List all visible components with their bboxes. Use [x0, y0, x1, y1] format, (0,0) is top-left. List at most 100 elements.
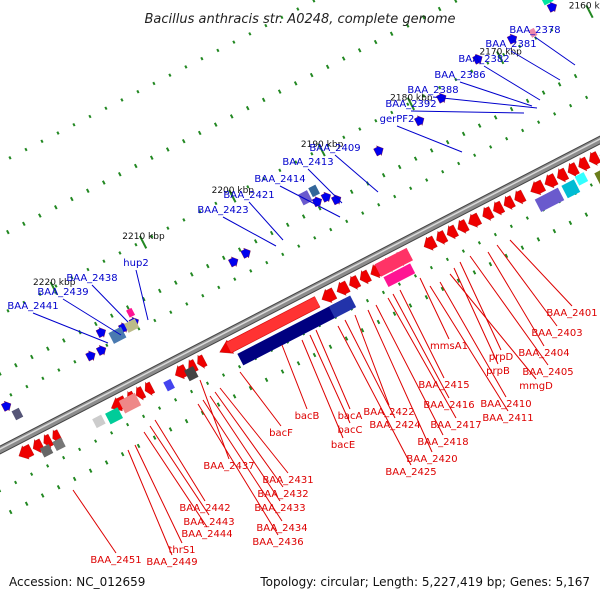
forward-gene-label-10: BAA_2421 — [223, 190, 274, 201]
reverse-leader-11 — [392, 293, 450, 399]
reverse-leader-0 — [509, 239, 573, 307]
feature-block-l — [561, 179, 581, 199]
feature-block-f — [92, 414, 106, 429]
reverse-gene-label-12: BAA_2417 — [430, 420, 481, 431]
reverse-leader-26 — [209, 395, 281, 502]
feature-block-g — [163, 378, 175, 392]
reverse-gene-label-9: BAA_2411 — [482, 413, 533, 424]
backbone-highlight — [0, 138, 600, 450]
forward-leader-9 — [279, 185, 341, 218]
forward-gene-label-15: BAA_2441 — [7, 301, 58, 312]
reverse-leader-34 — [72, 489, 117, 554]
forward-gene-glyph-9 — [373, 145, 384, 157]
reverse-gene-label-6: mmgD — [519, 381, 553, 392]
reverse-leader-17 — [337, 325, 412, 466]
reverse-gene-label-5: prpB — [486, 366, 510, 377]
forward-gene-label-5: BAA_2392 — [385, 99, 436, 110]
forward-leader-1 — [510, 50, 561, 81]
reverse-gene-label-16: BAA_2424 — [369, 420, 420, 431]
reverse-gene-glyph-19 — [423, 235, 438, 251]
forward-gene-label-11: BAA_2423 — [197, 205, 248, 216]
reverse-gene-label-7: mmsA1 — [430, 341, 468, 352]
kbp-ticks: 2160 kbp 2170 kbp 2180 kbp 2190 kbp 2200 kbp… — [33, 1, 600, 295]
gene-features — [0, 0, 600, 460]
reverse-gene-glyph-15 — [359, 269, 372, 285]
reverse-leader-22 — [239, 371, 282, 427]
reverse-gene-label-31: BAA_2444 — [181, 529, 232, 540]
backbone-line — [0, 136, 600, 454]
forward-leader-15 — [32, 312, 109, 344]
reverse-leader-16 — [344, 319, 396, 419]
kbp-tick-mark-0 — [585, 4, 594, 19]
kbp-tick-label-4: 2200 kbp — [212, 186, 255, 196]
forward-block-a — [108, 326, 127, 344]
forward-leader-2 — [483, 65, 541, 101]
forward-gene-label-3: BAA_2386 — [434, 70, 485, 81]
gene-labels: BAA_2378 BAA_2381 BAA_2382 BAA_2386 BAA_2388… — [7, 25, 597, 568]
forward-block-f — [540, 0, 554, 6]
kbp-tick-label-1: 2170 kbp — [479, 48, 522, 58]
forward-gene-label-9: BAA_2414 — [254, 174, 305, 185]
kbp-tick-mark-3 — [317, 143, 326, 157]
label-leaders — [32, 36, 576, 556]
reverse-gene-glyph-2 — [43, 433, 54, 449]
reverse-gene-label-21: bacB — [295, 411, 320, 422]
reverse-gene-glyph-27 — [514, 189, 527, 205]
reverse-leader-12 — [387, 297, 457, 419]
forward-gene-glyph-4 — [228, 256, 239, 268]
reverse-gene-label-19: bacC — [338, 425, 363, 436]
reverse-leader-33 — [127, 449, 173, 556]
forward-gene-label-0: BAA_2378 — [509, 25, 560, 36]
map-title: Bacillus anthracis str. A0248, complete … — [144, 12, 455, 27]
feature-block-j — [52, 437, 66, 452]
reverse-gene-glyph-22 — [457, 219, 470, 234]
reverse-gene-label-29: BAA_2442 — [179, 503, 230, 514]
forward-leader-14 — [62, 298, 122, 336]
reverse-gene-glyph-23 — [468, 212, 483, 228]
reverse-leader-5 — [453, 267, 499, 365]
guide-track-5 — [0, 0, 462, 239]
forward-gene-glyph-17 — [95, 327, 106, 338]
reverse-leader-6 — [449, 273, 537, 380]
feature-block-b — [374, 247, 413, 277]
forward-gene-glyph-16 — [0, 400, 12, 412]
reverse-leader-9 — [429, 285, 509, 412]
forward-leader-12 — [135, 269, 149, 321]
forward-gene-label-8: BAA_2413 — [282, 157, 333, 168]
reverse-gene-glyph-25 — [493, 200, 506, 216]
reverse-leader-19 — [309, 334, 351, 424]
reverse-leader-27 — [202, 399, 283, 522]
reverse-gene-label-26: BAA_2433 — [254, 503, 305, 514]
kbp-tick-label-2: 2180 kbp — [390, 94, 433, 104]
kbp-tick-label-0: 2160 kbp — [569, 1, 600, 11]
reverse-gene-label-25: BAA_2432 — [257, 489, 308, 500]
feature-block-m — [574, 172, 589, 186]
forward-leader-0 — [534, 36, 576, 66]
forward-gene-label-12: hup2 — [123, 258, 148, 269]
reverse-gene-glyph-31 — [567, 162, 580, 177]
reverse-leader-18 — [315, 329, 351, 410]
reverse-gene-label-34: BAA_2451 — [90, 555, 141, 566]
reverse-gene-label-24: BAA_2431 — [262, 475, 313, 486]
reverse-gene-label-10: BAA_2415 — [418, 380, 469, 391]
reverse-leader-25 — [214, 391, 284, 488]
forward-gene-glyph-7 — [320, 191, 331, 203]
tick-dots — [0, 0, 600, 515]
reverse-leader-21 — [281, 344, 308, 410]
forward-block-d — [308, 184, 320, 198]
kbp-tick-label-6: 2220 kbp — [33, 278, 76, 288]
forward-block-h — [126, 307, 136, 318]
reverse-operon-block — [226, 296, 320, 353]
reverse-gene-label-13: BAA_2418 — [417, 437, 468, 448]
feature-block-d — [105, 407, 124, 425]
feature-block-i — [39, 443, 54, 458]
reverse-gene-label-1: BAA_2403 — [531, 328, 582, 339]
reverse-gene-label-33: BAA_2449 — [146, 557, 197, 568]
reverse-gene-label-2: BAA_2404 — [518, 348, 569, 359]
reverse-gene-label-23: BAA_2437 — [203, 461, 254, 472]
forward-leader-8 — [307, 168, 343, 204]
forward-gene-glyph-13 — [506, 33, 518, 45]
reverse-gene-glyph-32 — [578, 156, 591, 172]
reverse-leader-4 — [459, 261, 502, 351]
